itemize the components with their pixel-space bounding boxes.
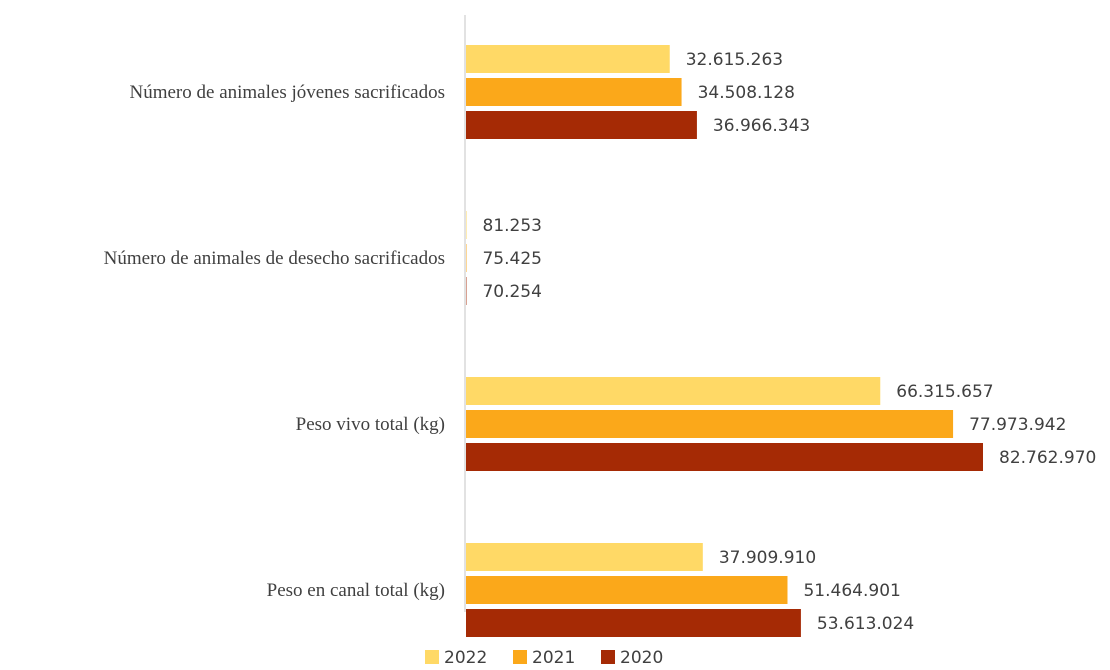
legend-label: 2022 bbox=[444, 648, 487, 668]
data-label: 36.966.343 bbox=[713, 116, 810, 136]
data-label: 34.508.128 bbox=[698, 83, 795, 103]
legend-swatch-2021 bbox=[513, 650, 527, 664]
data-label: 37.909.910 bbox=[719, 548, 816, 568]
bar-2022 bbox=[466, 211, 467, 239]
category-label: Número de animales jóvenes sacrificados bbox=[130, 82, 446, 103]
bar-2020 bbox=[466, 609, 801, 637]
data-label: 81.253 bbox=[483, 216, 542, 236]
data-label: 32.615.263 bbox=[686, 50, 783, 70]
bar-2022 bbox=[466, 45, 670, 73]
category-label: Peso en canal total (kg) bbox=[267, 580, 445, 601]
bar-2020 bbox=[466, 443, 983, 471]
data-label: 75.425 bbox=[482, 249, 541, 269]
legend-swatch-2022 bbox=[425, 650, 439, 664]
bar-2022 bbox=[466, 377, 881, 405]
data-label: 53.613.024 bbox=[817, 614, 914, 634]
bar-2020 bbox=[466, 111, 697, 139]
bar-2021 bbox=[466, 576, 788, 604]
legend-label: 2021 bbox=[532, 648, 575, 668]
data-label: 77.973.942 bbox=[969, 415, 1066, 435]
data-label: 70.254 bbox=[482, 282, 541, 302]
category-label: Peso vivo total (kg) bbox=[296, 414, 445, 435]
data-label: 66.315.657 bbox=[896, 382, 993, 402]
legend-label: 2020 bbox=[620, 648, 663, 668]
category-label: Número de animales de desecho sacrificad… bbox=[104, 248, 445, 269]
data-label: 82.762.970 bbox=[999, 448, 1096, 468]
bar-2022 bbox=[466, 543, 703, 571]
data-label: 51.464.901 bbox=[803, 581, 900, 601]
legend-swatch-2020 bbox=[601, 650, 615, 664]
bar-2021 bbox=[466, 410, 954, 438]
bar-2021 bbox=[466, 78, 682, 106]
